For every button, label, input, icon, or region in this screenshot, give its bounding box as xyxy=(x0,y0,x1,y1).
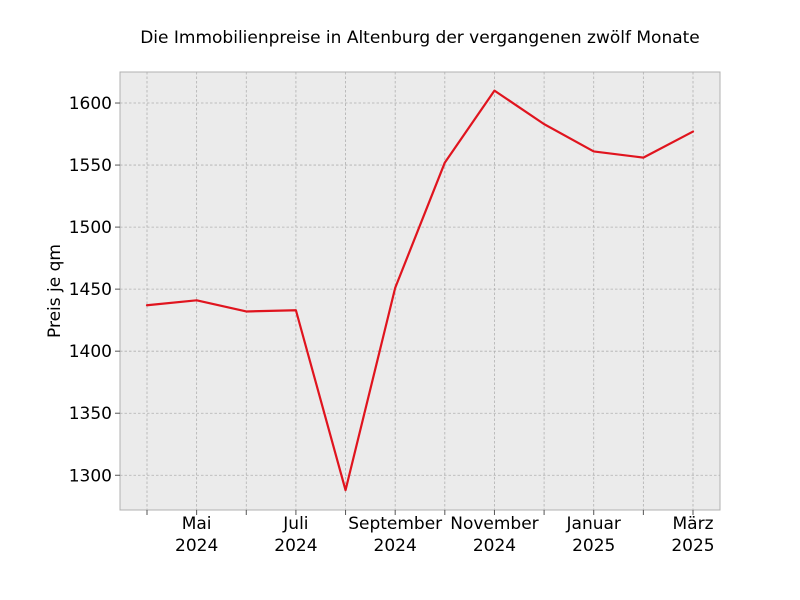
x-tick-label-year: 2024 xyxy=(374,536,417,556)
data-point xyxy=(345,489,347,491)
x-tick-label-month: September xyxy=(348,514,442,534)
data-point xyxy=(593,150,595,152)
data-point xyxy=(493,90,495,92)
data-point xyxy=(692,131,694,133)
x-tick-label-month: November xyxy=(450,514,538,534)
y-tick-label: 1400 xyxy=(69,342,112,362)
series-layer xyxy=(145,89,695,492)
x-tick-label-month: Januar xyxy=(566,514,621,534)
chart-title: Die Immobilienpreise in Altenburg der ve… xyxy=(140,28,700,48)
axis-ticks xyxy=(115,102,694,515)
data-point xyxy=(295,309,297,311)
y-tick-label: 1300 xyxy=(69,466,112,486)
y-tick-label: 1350 xyxy=(69,404,112,424)
x-tick-label-year: 2024 xyxy=(274,536,317,556)
data-point xyxy=(543,123,545,125)
y-tick-label: 1450 xyxy=(69,280,112,300)
data-point xyxy=(642,157,644,159)
data-point xyxy=(196,299,198,301)
y-tick-label: 1550 xyxy=(69,156,112,176)
x-tick-label-month: März xyxy=(673,514,714,534)
x-tick-label-month: Juli xyxy=(282,514,308,534)
x-tick-label-year: 2025 xyxy=(572,536,615,556)
x-tick-label-year: 2025 xyxy=(671,536,714,556)
x-tick-label-year: 2024 xyxy=(175,536,218,556)
data-point xyxy=(146,304,148,306)
data-point xyxy=(394,287,396,289)
series-line xyxy=(145,89,695,492)
data-point xyxy=(444,162,446,164)
y-tick-label: 1600 xyxy=(69,94,112,114)
y-axis-label: Preis je qm xyxy=(45,244,65,338)
plot-area xyxy=(119,71,721,511)
x-tick-label-month: Mai xyxy=(182,514,212,534)
grid-lines xyxy=(120,72,720,510)
y-tick-label: 1500 xyxy=(69,218,112,238)
data-point xyxy=(245,310,247,312)
x-tick-label-year: 2024 xyxy=(473,536,516,556)
